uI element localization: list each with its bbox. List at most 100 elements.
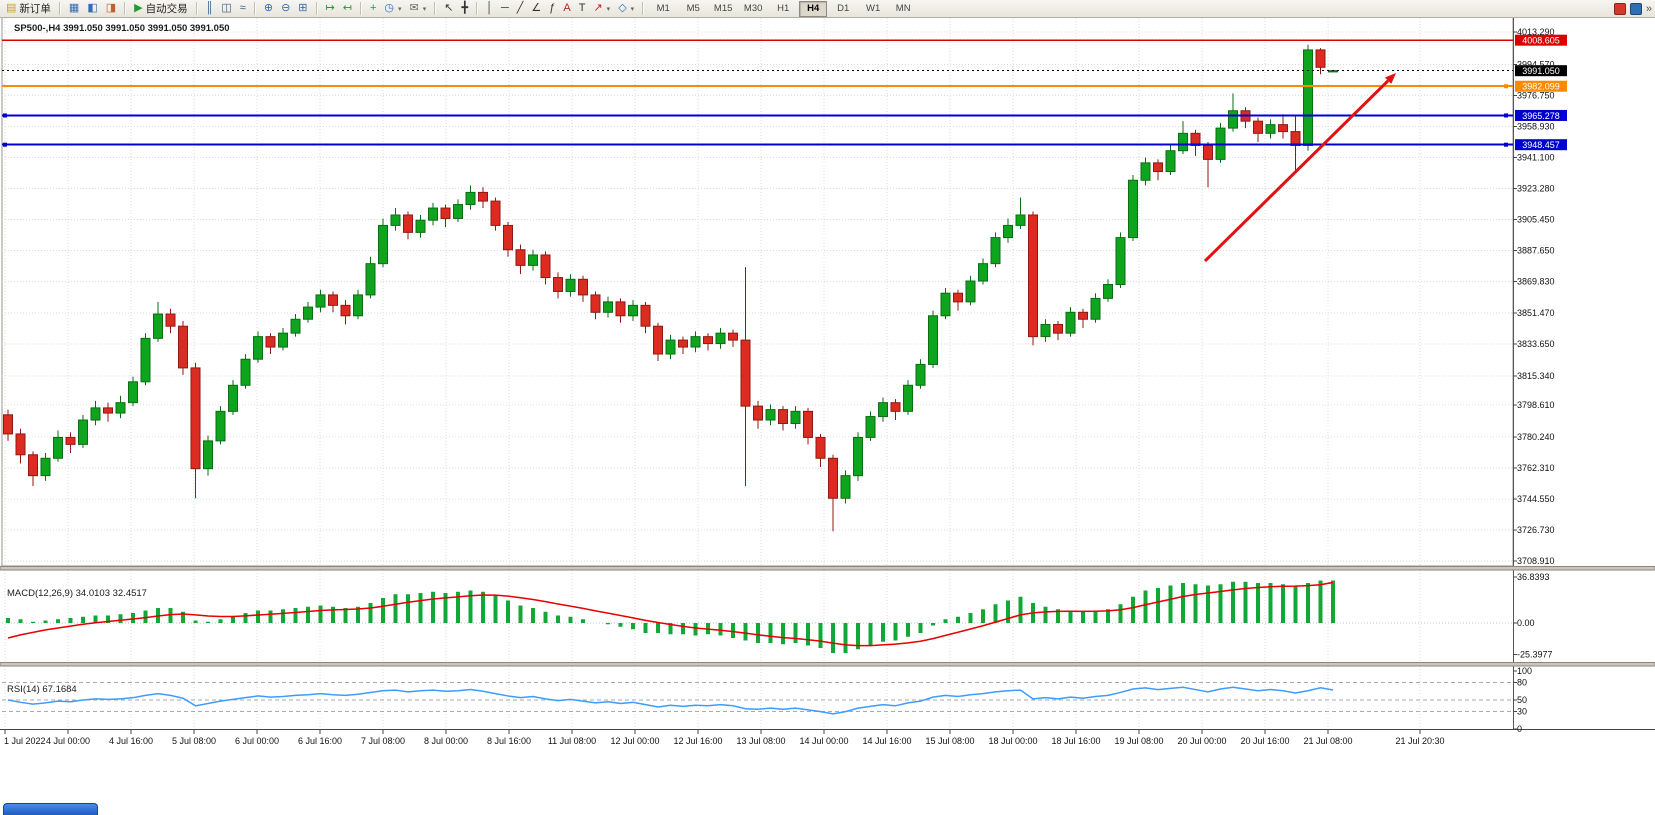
channel-button[interactable]: ∠ [527,0,545,17]
candle-body [303,306,313,320]
profiles-button[interactable]: ◧ [83,0,101,17]
candle-body [678,339,688,348]
pane-splitter[interactable] [0,566,1655,571]
templates-button[interactable]: ✉ ▾ [406,0,431,17]
price-axis[interactable]: 4013.290 3994.570 3976.750 3958.930 3941.100… [1513,27,1555,566]
zoom-out-button[interactable]: ⊖ [277,0,294,17]
timeframe-h1-button[interactable]: H1 [777,3,790,14]
candle-body [440,207,451,219]
text-button[interactable]: A [559,0,574,17]
candle-body [328,294,338,306]
zoom-in-icon: ⊕ [263,2,274,14]
crosshair-icon: ╋ [461,2,469,14]
candle-body [1303,49,1313,146]
toolbar-groups: ▤ 新订单 ▦ ◧ ◨ ▶ 自动交易 ║ ◫ ≈ ⊕ ⊖ ⊞ ↦ ↤ + ◷ ▾ ✉ ▾ ↖ ╋ │ ─ ╱ ∠ ƒ A T ↗ ▾ ◇ ▾ [0,0,646,17]
pane-splitters[interactable] [0,566,1655,667]
candle-body [1103,284,1113,299]
profiles-icon: ◧ [87,2,98,14]
time-axis[interactable]: 1 Jul 2022 4 Jul 00:00 4 Jul 16:00 5 Jul 08… [4,730,1445,746]
macd-signal-line [7,581,1334,647]
chart-shift-button[interactable]: ↤ [339,0,356,17]
candle-body [290,318,301,334]
chart-window-button[interactable]: ▦ [65,0,83,17]
zoom-out-icon: ⊖ [281,2,291,14]
candle-body [378,224,388,265]
fibonacci-button[interactable]: ƒ [545,0,559,17]
candle-body [265,336,276,348]
timeframe-m5-button[interactable]: M5 [686,3,700,14]
candle-body [353,294,363,317]
cursor-button[interactable]: ↖ [440,0,457,17]
price-axis-label: 3905.450 [1517,214,1555,224]
text-icon: A [563,2,571,14]
candle-body [365,263,376,296]
text-label-icon: T [578,2,586,14]
add-indicator-button[interactable]: + [366,0,380,17]
macd-scale-label: 36.8393 [1517,572,1550,582]
timeframe-d1-button[interactable]: D1 [837,3,850,14]
arrow-objects-button[interactable]: ↗ ▾ [589,0,614,17]
candle-body [765,409,776,421]
candle-body [1115,237,1126,285]
trend-arrow[interactable] [1203,73,1396,263]
auto-scroll-button[interactable]: ↦ [322,0,339,17]
candle-body [240,358,251,386]
price-axis-label: 3923.280 [1517,183,1555,193]
candle-body [565,278,576,292]
pane-splitter[interactable] [0,662,1655,667]
timeframe-m1-button[interactable]: M1 [656,3,670,14]
chart-canvas[interactable]: 4025.3664008.6053991.0503982.0993965.278… [0,0,1655,798]
candle-body [878,402,888,418]
candle-body [990,237,1001,265]
candle-body [228,384,238,412]
candle-body [203,440,213,470]
crosshair-button[interactable]: ╋ [457,0,472,17]
toolbar-separator [359,2,362,15]
macd-pane: 36.8393 0.00 -25.3977 [2,572,1553,660]
bar-chart-button[interactable]: ║ [202,0,218,17]
taskbar-window-strip[interactable] [3,803,98,815]
price-axis-label: 3762.310 [1517,463,1555,473]
candle-body [178,325,188,369]
candle-body [1090,297,1101,320]
news-icon[interactable] [1629,2,1642,15]
line-chart-button[interactable]: ≈ [236,0,250,17]
timeframe-m30-button[interactable]: M30 [743,3,763,14]
price-axis-label: 3941.100 [1517,152,1555,162]
timeframe-w1-button[interactable]: W1 [866,3,881,14]
time-axis-label: 1 Jul 2022 [4,736,46,746]
candle-body [1278,124,1288,133]
macd-scale-label: -25.3977 [1517,650,1553,660]
new-order-button[interactable]: ▤ 新订单 [2,0,55,17]
hline-handle[interactable] [3,113,7,118]
trendline-icon: ╱ [516,2,524,14]
candle-body [53,436,63,459]
candle-body [90,407,101,421]
zoom-in-button[interactable]: ⊕ [260,0,277,17]
hline-handle[interactable] [1504,142,1508,147]
tile-windows-button[interactable]: ⊞ [294,0,311,17]
time-axis-label: 14 Jul 16:00 [862,736,911,746]
trendline-button[interactable]: ╱ [513,0,528,17]
vertical-line-button[interactable]: │ [482,0,497,17]
candle-body [403,214,413,233]
auto-trading-button[interactable]: ▶ 自动交易 [130,0,191,17]
navigator-button[interactable]: ◨ [102,0,120,17]
text-label-button[interactable]: T [575,0,590,17]
candlestick-chart-button[interactable]: ◫ [217,0,235,17]
time-axis-label: 20 Jul 16:00 [1240,736,1289,746]
timeframe-mn-button[interactable]: MN [895,3,911,14]
candle-body [428,207,438,221]
hline-handle[interactable] [1504,113,1508,118]
shapes-button[interactable]: ◇ ▾ [614,0,638,17]
hline-handle[interactable] [3,142,7,147]
candles [3,44,1338,532]
horizontal-line-button[interactable]: ─ [497,0,513,17]
alert-icon[interactable] [1613,2,1626,15]
hline-handle[interactable] [1504,84,1508,89]
periods-button[interactable]: ◷ ▾ [380,0,405,17]
timeframe-m15-button[interactable]: M15 [713,3,733,14]
more-toolbar-chevron[interactable]: » [1645,2,1652,15]
candle-body [190,367,201,470]
timeframe-h4-button[interactable]: H4 [799,0,828,17]
